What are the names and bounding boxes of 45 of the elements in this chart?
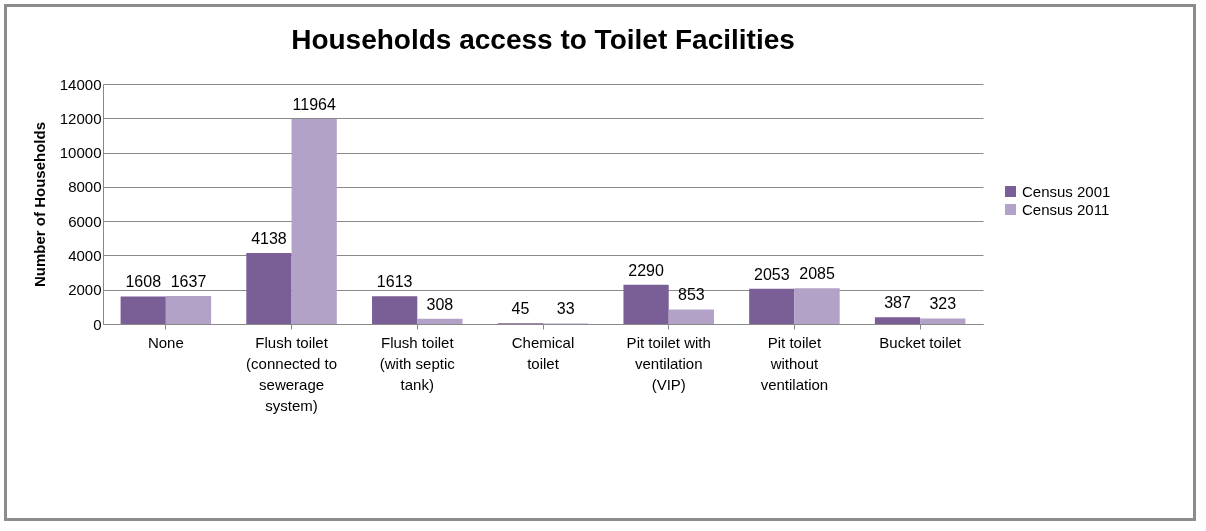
y-tick-label: 6000	[68, 212, 102, 230]
bar	[120, 296, 166, 324]
bar	[920, 318, 966, 324]
data-label: 4138	[251, 230, 287, 248]
bar	[623, 284, 669, 324]
y-tick-label: 4000	[68, 246, 102, 264]
y-tick-label: 0	[93, 315, 102, 333]
data-label: 45	[511, 300, 530, 318]
bar	[794, 288, 840, 324]
y-tick-label: 8000	[68, 178, 102, 196]
x-tick-label: Flush toilet (with septic tank)	[379, 333, 456, 393]
x-tick-label: None	[147, 333, 184, 351]
data-label: 1608	[125, 273, 162, 291]
data-label: 33	[556, 300, 575, 318]
x-tick-label: Chemical toilet	[511, 333, 575, 372]
data-label: 2085	[799, 265, 835, 283]
bar	[291, 118, 337, 324]
legend-label: Census 2001	[1022, 182, 1111, 200]
bar	[874, 317, 921, 324]
data-label: 2053	[754, 265, 790, 283]
chart-title: Households access to Toilet Facilities	[291, 24, 795, 55]
data-label: 323	[929, 295, 957, 313]
y-axis-title: Number of Households	[30, 121, 48, 288]
data-label: 1637	[170, 272, 207, 290]
x-tick-label: Flush toilet (connected to sewerage system)	[246, 333, 338, 414]
data-label: 853	[677, 286, 705, 304]
data-label: 2290	[628, 261, 664, 279]
y-tick-label: 12000	[59, 109, 102, 127]
bar	[246, 253, 292, 324]
data-label: 308	[426, 295, 454, 313]
bar	[417, 318, 463, 324]
data-label: 1613	[376, 273, 413, 291]
x-tick-label: Pit toilet without ventilation	[760, 333, 829, 393]
data-label: 11964	[292, 95, 336, 113]
y-tick-label: 14000	[59, 75, 102, 93]
x-tick-label: Pit toilet with ventilation (VIP)	[626, 333, 711, 393]
bar	[372, 296, 418, 324]
bar	[749, 288, 795, 324]
legend-label: Census 2011	[1022, 200, 1110, 218]
bar	[165, 295, 212, 324]
x-tick-label: Bucket toilet	[879, 333, 962, 351]
bar	[668, 309, 714, 324]
y-tick-label: 2000	[68, 281, 102, 299]
y-tick-label: 10000	[59, 144, 102, 162]
data-label: 387	[884, 294, 911, 312]
